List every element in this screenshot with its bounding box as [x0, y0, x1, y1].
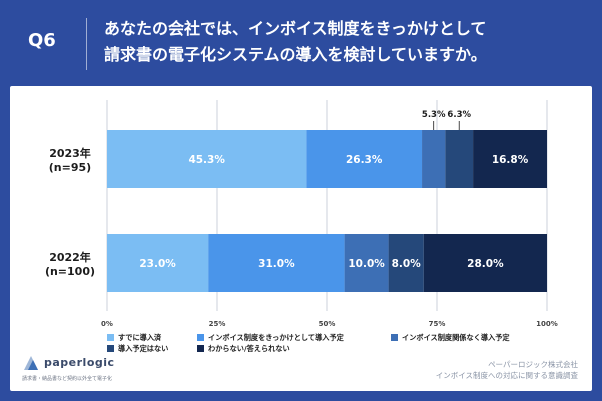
- question-line-2: 請求書の電子化システムの導入を検討していますか。: [104, 45, 487, 64]
- legend-swatch: [107, 345, 114, 352]
- legend-label: 導入予定はない: [118, 344, 168, 353]
- legend-swatch: [391, 334, 398, 341]
- data-label: 23.0%: [139, 258, 176, 270]
- legend-label: わからない/答えられない: [208, 344, 290, 353]
- x-tick-label: 50%: [319, 320, 336, 328]
- data-label: 45.3%: [188, 154, 225, 166]
- data-label: 16.8%: [492, 154, 529, 166]
- bar-segment: [473, 130, 547, 188]
- x-tick-label: 0%: [101, 320, 113, 328]
- category-label: (n=95): [49, 161, 91, 174]
- category-label: 2022年: [49, 250, 91, 264]
- legend-label: インボイス制度関係なく導入予定: [402, 333, 510, 342]
- category-label: (n=100): [45, 265, 95, 278]
- x-tick-label: 100%: [536, 320, 558, 328]
- question-text: あなたの会社では、インボイス制度をきっかけとして 請求書の電子化システムの導入を…: [104, 16, 487, 68]
- question-number: Q6: [28, 30, 56, 51]
- bar-segment: [208, 234, 345, 292]
- bar-segment: [107, 234, 209, 292]
- data-label: 31.0%: [258, 258, 295, 270]
- data-label: 8.0%: [392, 258, 422, 270]
- source-note: ペーパーロジック株式会社 インボイス制度への対応に関する意識調査: [436, 359, 578, 381]
- logo-tagline: 請求書・納品書など契約以外全て電子化: [22, 376, 113, 382]
- bar-segment: [107, 130, 307, 188]
- bar-segment: [388, 234, 424, 292]
- data-label: 10.0%: [348, 258, 385, 270]
- legend-label: インボイス制度をきっかけとして導入予定: [208, 333, 345, 342]
- chart-card: 0% 25% 50% 75% 100% 2023年 (n=95) 45.3% 26.3% 5.3%…: [10, 86, 592, 391]
- source-company: ペーパーロジック株式会社: [488, 360, 578, 369]
- category-label: 2023年: [49, 146, 91, 160]
- legend-swatch: [197, 345, 204, 352]
- question-line-1: あなたの会社では、インボイス制度をきっかけとして: [104, 19, 487, 38]
- data-label: 26.3%: [346, 154, 383, 166]
- bar-segment: [306, 130, 423, 188]
- bar-segment: [445, 130, 474, 188]
- x-tick-label: 75%: [429, 320, 446, 328]
- data-label: 28.0%: [467, 258, 504, 270]
- data-label: 6.3%: [447, 110, 471, 120]
- header-divider: [86, 18, 87, 70]
- source-survey: インボイス制度への対応に関する意識調査: [435, 371, 578, 380]
- x-tick-label: 25%: [209, 320, 226, 328]
- legend-swatch: [197, 334, 204, 341]
- bar-segment: [423, 234, 547, 292]
- data-label: 5.3%: [422, 110, 446, 120]
- question-header: Q6 あなたの会社では、インボイス制度をきっかけとして 請求書の電子化システムの…: [0, 0, 602, 84]
- stacked-bar-chart: 0% 25% 50% 75% 100% 2023年(n=95) 45.3% 26.3% 5.3%…: [45, 100, 558, 353]
- legend-label: すでに導入済: [118, 333, 162, 342]
- bar-segment: [422, 130, 446, 188]
- bar-segment: [344, 234, 389, 292]
- logo-name: paperlogic: [44, 356, 115, 369]
- logo-mark-icon: [24, 356, 38, 370]
- legend-swatch: [107, 334, 114, 341]
